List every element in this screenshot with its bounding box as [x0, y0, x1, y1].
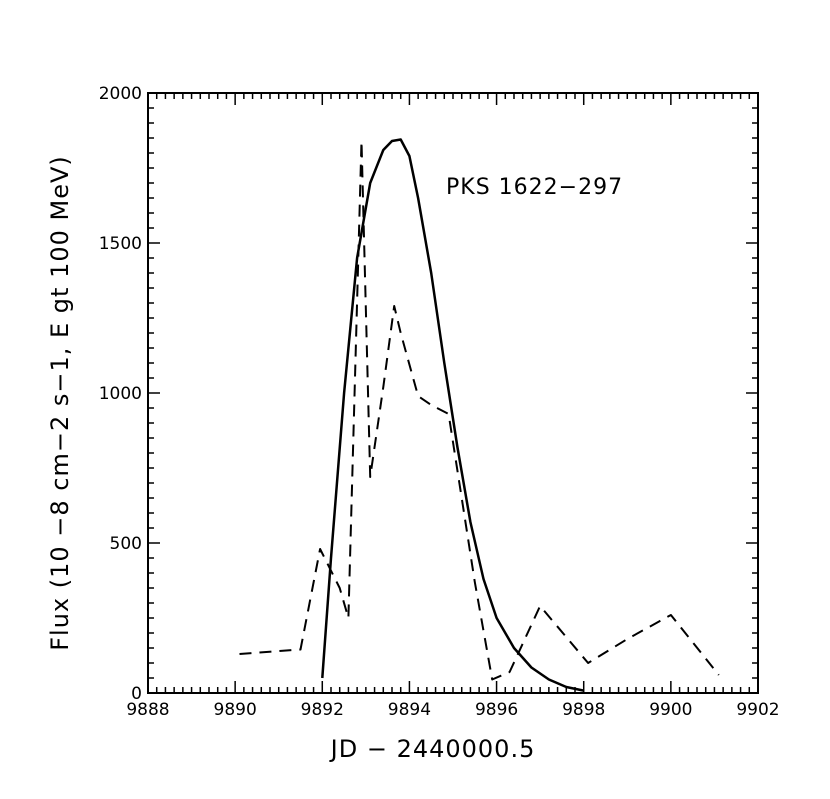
- y-axis-title: Flux (10 −8 cm−2 s−1, E gt 100 MeV): [46, 155, 74, 651]
- y-tick-label: 1000: [99, 384, 142, 404]
- observed-flux-line: [239, 140, 720, 681]
- x-tick-label: 9898: [562, 700, 605, 720]
- x-tick-label: 9894: [388, 700, 431, 720]
- axis-ticks: [147, 92, 759, 694]
- axis-tick-labels: 9888 9890 9892 9894 9896 9898 9900 9902 0 500 1000…: [99, 84, 780, 720]
- x-axis-title: JD − 2440000.5: [329, 735, 536, 763]
- source-name-annotation: PKS 1622−297: [446, 175, 623, 200]
- y-tick-label: 2000: [99, 84, 142, 104]
- x-tick-label: 9896: [475, 700, 518, 720]
- x-tick-label: 9888: [126, 700, 169, 720]
- x-tick-label: 9900: [649, 700, 692, 720]
- y-tick-label: 0: [131, 684, 142, 704]
- data-series: [239, 138, 720, 692]
- model-fit-curve: [321, 138, 584, 692]
- y-tick-label: 500: [110, 534, 142, 554]
- x-tick-label: 9890: [214, 700, 257, 720]
- y-tick-label: 1500: [99, 234, 142, 254]
- x-tick-label: 9902: [736, 700, 779, 720]
- x-tick-label: 9892: [301, 700, 344, 720]
